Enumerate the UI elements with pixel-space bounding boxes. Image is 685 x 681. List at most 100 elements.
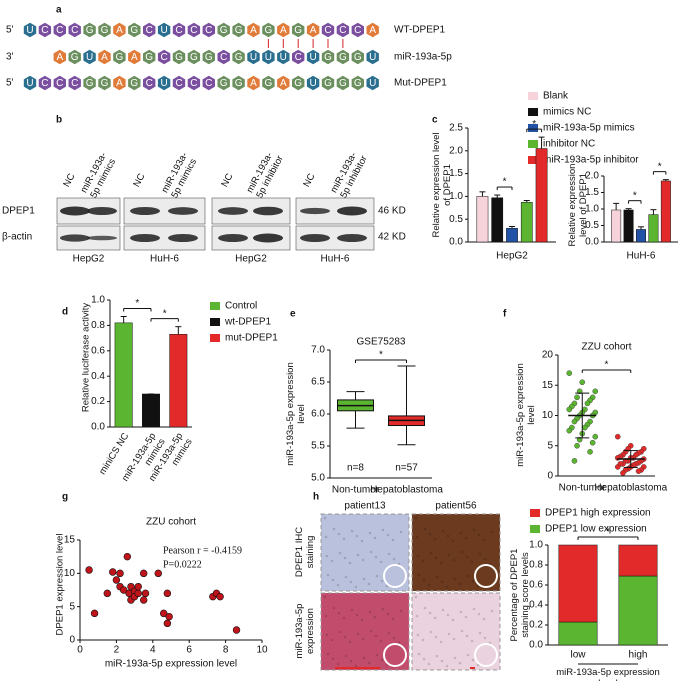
blot-size: 46 KD: [378, 206, 406, 217]
panel-letter: h: [313, 492, 319, 503]
ihc-texture: [434, 635, 438, 639]
point: [163, 619, 172, 628]
nucleotide-letter: U: [86, 52, 93, 63]
ihc-texture: [422, 578, 426, 582]
nucleotide: [83, 22, 96, 38]
ihc-texture: [349, 580, 353, 584]
nucleotide-letter: C: [205, 78, 212, 89]
nucleotide: [366, 75, 379, 91]
ihc-texture: [440, 659, 444, 663]
y-tick-label: 0.5: [585, 220, 599, 231]
x-tick-label: 2: [114, 645, 120, 656]
ihc-texture: [332, 606, 336, 610]
ihc-texture: [379, 560, 383, 564]
nucleotide-letter: U: [26, 78, 33, 89]
bar: [660, 180, 671, 243]
nucleotide: [68, 49, 81, 65]
ihc-texture: [399, 609, 403, 613]
nucleotide-letter: G: [205, 52, 213, 63]
blot-band: [337, 233, 367, 243]
bar: [636, 229, 646, 243]
nucleotide-letter: G: [130, 25, 138, 36]
significance-mark: *: [606, 527, 610, 538]
x-tick-label: 0: [77, 645, 83, 656]
ihc-texture: [343, 635, 347, 639]
point: [576, 388, 583, 395]
ihc-texture: [330, 559, 334, 563]
strand-end: 5': [6, 25, 14, 36]
nucleotide-letter: A: [116, 25, 123, 36]
nucleotide: [157, 75, 171, 91]
ihc-texture: [368, 610, 372, 614]
ihc-texture: [386, 612, 390, 616]
nucleotide: [351, 75, 364, 91]
nucleotide-letter: G: [116, 52, 124, 63]
ihc-texture: [348, 561, 352, 565]
ihc-texture: [387, 631, 391, 635]
nucleotide-letter: U: [26, 25, 33, 36]
bar: [623, 209, 634, 243]
nucleotide: [277, 22, 290, 38]
ihc-texture: [380, 658, 384, 662]
ihc-texture: [373, 536, 377, 540]
point: [582, 424, 588, 431]
ihc-texture: [354, 664, 358, 668]
stat-annotation: P=0.0222: [163, 559, 202, 570]
y-axis-label: Relative expression level of DPEP1: [431, 132, 453, 238]
y-tick-label: 0.4: [529, 600, 543, 611]
nucleotide-letter: C: [56, 25, 63, 36]
x-tick-label: 4: [150, 645, 156, 656]
ihc-texture: [465, 555, 469, 559]
ihc-texture: [381, 607, 385, 611]
ihc-texture: [452, 558, 456, 562]
ihc-texture: [368, 531, 372, 535]
nucleotide-letter: A: [250, 25, 257, 36]
y-tick-label: 2.5: [449, 123, 463, 134]
ihc-inset: [474, 564, 498, 588]
nucleotide-letter: C: [175, 25, 182, 36]
point: [116, 569, 124, 578]
point: [574, 394, 580, 401]
ihc-texture: [342, 537, 346, 541]
point: [163, 589, 172, 598]
cell-line: HepG2: [73, 254, 105, 265]
nucleotide-letter: G: [354, 78, 362, 89]
nucleotide: [143, 49, 156, 65]
legend-swatch: [210, 302, 220, 310]
ihc-inset: [383, 564, 407, 588]
ihc-texture: [440, 580, 444, 584]
bar: [648, 214, 659, 243]
point: [160, 609, 168, 618]
nucleotide: [232, 49, 245, 65]
x-tick-label: high: [629, 650, 648, 661]
legend-label: miR-193a-5p mimics: [543, 123, 635, 134]
nucleotide-letter: C: [41, 25, 48, 36]
ihc-texture: [465, 634, 469, 638]
ihc-texture: [331, 578, 335, 582]
ihc-texture: [435, 654, 439, 658]
point: [165, 612, 173, 621]
ihc-texture: [360, 539, 364, 543]
ihc-texture: [478, 631, 482, 635]
nucleotide: [351, 22, 364, 38]
panel-letter: g: [62, 492, 68, 503]
ihc-texture: [344, 575, 348, 579]
nucleotide: [113, 22, 126, 38]
ihc-texture: [338, 630, 342, 634]
ihc-texture: [374, 555, 378, 559]
ihc-texture: [344, 654, 348, 658]
nucleotide-letter: A: [116, 78, 123, 89]
x-tick-label: HuH-6: [627, 251, 656, 262]
nucleotide-letter: G: [235, 78, 243, 89]
y-tick-label: 0.8: [529, 560, 543, 571]
legend-swatch: [528, 108, 538, 116]
nucleotide: [351, 49, 364, 65]
ihc-row-label: miR-193a-5p expression: [294, 603, 316, 659]
point: [574, 442, 580, 449]
y-tick-label: 20: [542, 350, 554, 361]
ihc-texture: [391, 538, 395, 542]
ihc-texture: [414, 595, 418, 599]
chart-title: ZZU cohort: [581, 342, 631, 353]
nucleotide: [232, 75, 245, 91]
ihc-texture: [336, 662, 340, 666]
